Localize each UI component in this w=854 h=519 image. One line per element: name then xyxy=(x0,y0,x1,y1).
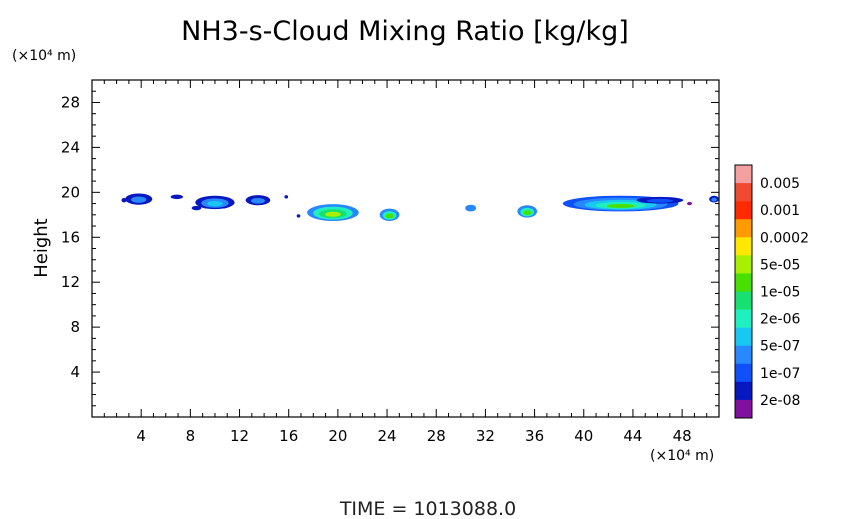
colorbar-label: 5e-05 xyxy=(760,257,800,273)
colorbar-label: 1e-07 xyxy=(760,366,800,382)
x-tick-label: 4 xyxy=(136,427,146,445)
chart-title: NH3-s-Cloud Mixing Ratio [kg/kg] xyxy=(181,16,629,47)
colorbar-frame xyxy=(734,164,753,419)
colorbar-label: 0.005 xyxy=(760,176,800,192)
cloud-feature xyxy=(284,195,289,199)
time-label: TIME = 1013088.0 xyxy=(339,498,516,519)
cloud-feature xyxy=(131,196,147,203)
x-tick-label: 44 xyxy=(623,427,642,445)
colorbar-swatch xyxy=(735,273,752,292)
colorbar-swatch xyxy=(735,201,752,220)
cloud-feature xyxy=(385,213,394,219)
colorbar-swatch xyxy=(735,255,752,274)
x-tick-label: 32 xyxy=(476,427,495,445)
x-tick-label: 20 xyxy=(328,427,347,445)
colorbar-swatch xyxy=(735,237,752,256)
cloud-feature xyxy=(606,204,635,208)
x-tick-label: 24 xyxy=(378,427,397,445)
cloud-feature xyxy=(296,214,301,218)
x-tick-label: 28 xyxy=(427,427,446,445)
y-tick-label: 4 xyxy=(70,363,80,381)
x-tick-label: 16 xyxy=(279,427,298,445)
colorbar-label: 5e-07 xyxy=(760,339,800,355)
cloud-feature xyxy=(170,194,183,200)
colorbar-swatch xyxy=(735,183,752,202)
x-tick-label: 48 xyxy=(673,427,692,445)
cloud-feature xyxy=(711,197,717,202)
colorbar-swatch xyxy=(735,309,752,328)
colorbar-label: 0.0002 xyxy=(760,230,809,246)
colorbar-label: 2e-08 xyxy=(760,393,800,409)
cloud-feature xyxy=(687,201,692,206)
y-tick-label: 20 xyxy=(61,183,80,201)
cloud-features xyxy=(121,193,719,221)
x-tick-label: 36 xyxy=(525,427,544,445)
cloud-feature xyxy=(121,197,127,203)
plot-frame xyxy=(91,79,720,418)
x-tick-label: 8 xyxy=(186,427,196,445)
colorbar-label: 0.001 xyxy=(760,203,800,219)
colorbar-label: 1e-05 xyxy=(760,285,800,301)
x-tick-label: 12 xyxy=(230,427,249,445)
cloud-feature xyxy=(207,200,223,207)
cloud-feature xyxy=(325,211,341,217)
colorbar-swatch xyxy=(735,381,752,401)
colorbar-swatch xyxy=(735,345,752,365)
y-tick-label: 12 xyxy=(61,273,80,291)
colorbar-swatch xyxy=(735,219,752,238)
colorbar-swatch xyxy=(735,165,752,184)
x-tick-label: 40 xyxy=(574,427,593,445)
cloud-feature xyxy=(191,205,202,211)
cloud-feature xyxy=(646,198,674,203)
y-tick-label: 8 xyxy=(70,318,80,336)
y-tick-label: 16 xyxy=(61,228,80,246)
colorbar-label: 2e-06 xyxy=(760,312,800,328)
colorbar-swatch xyxy=(735,363,752,383)
colorbar-swatch xyxy=(735,327,752,347)
colorbar-swatch xyxy=(735,291,752,310)
colorbar: 0.005 0.001 0.0002 5e-05 1e-05 2e-06 5e-07 1e-0… xyxy=(734,164,809,419)
cloud-feature xyxy=(251,197,265,204)
y-tick-label: 24 xyxy=(61,138,80,156)
y-tick-label: 28 xyxy=(61,93,80,111)
y-unit-label: (×10⁴ m) xyxy=(12,48,76,64)
cloud-feature xyxy=(523,210,532,216)
cloud-feature xyxy=(465,204,477,212)
colorbar-swatch xyxy=(735,399,752,419)
y-axis-label: Height xyxy=(31,218,52,278)
x-unit-label: (×10⁴ m) xyxy=(650,448,714,464)
